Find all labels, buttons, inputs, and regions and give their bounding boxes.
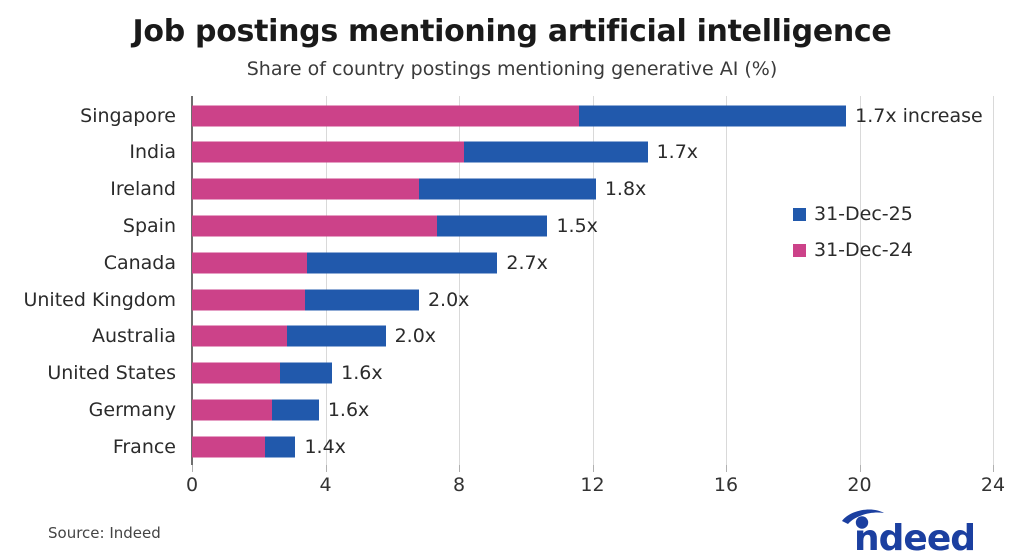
source-note: Source: Indeed: [48, 524, 161, 542]
indeed-logo: ndeed: [842, 509, 976, 554]
gridline: [726, 96, 727, 465]
bar-row[interactable]: Germany 1.6x: [0, 391, 1024, 428]
legend-item[interactable]: 31-Dec-24: [793, 239, 913, 261]
x-axis-tick-mark: [325, 465, 327, 472]
bar-row[interactable]: United States 1.6x: [0, 355, 1024, 392]
bar-segment-previous[interactable]: [192, 289, 306, 310]
x-axis-tick-label: 4: [319, 474, 332, 496]
bar-value-label: 1.7x: [656, 141, 699, 164]
x-axis-tick-label: 0: [185, 474, 199, 496]
legend-label: 31-Dec-24: [814, 239, 913, 261]
bar-value-label: 1.8x: [604, 178, 647, 201]
bar-value-label: 2.0x: [427, 288, 470, 311]
legend-swatch-icon: [793, 207, 806, 221]
bar-row[interactable]: France 1.4x: [0, 428, 1024, 465]
svg-text:ndeed: ndeed: [854, 518, 975, 554]
bar-segment-current[interactable]: [305, 289, 419, 310]
legend-label: 31-Dec-25: [814, 203, 913, 225]
bar-row[interactable]: Australia 2.0x: [0, 318, 1024, 355]
bar-value-label: 2.7x: [506, 251, 548, 274]
bar-segment-current[interactable]: [464, 141, 648, 163]
bar-value-label: 1.5x: [556, 214, 598, 237]
category-label: Ireland: [110, 178, 176, 201]
gridline: [592, 96, 594, 465]
bar-segment-previous[interactable]: [192, 362, 281, 384]
chart-legend: 31-Dec-25 31-Dec-24: [793, 203, 913, 275]
bar-segment-current[interactable]: [307, 252, 498, 274]
legend-item[interactable]: 31-Dec-25: [793, 203, 913, 225]
stacked-bar[interactable]: [192, 289, 419, 310]
stacked-bar[interactable]: [192, 215, 548, 237]
y-axis-line: [191, 96, 193, 465]
x-axis-tick-label: 20: [847, 474, 872, 496]
legend-swatch-icon: [793, 243, 806, 257]
chart-title: Job postings mentioning artificial intel…: [132, 14, 892, 49]
bar-segment-previous[interactable]: [192, 325, 288, 347]
x-axis-tick-label: 24: [980, 474, 1006, 496]
gridline: [459, 96, 460, 465]
bar-row[interactable]: Canada 2.7x: [0, 244, 1024, 281]
category-label: Singapore: [80, 104, 176, 127]
gridline: [993, 96, 994, 465]
bar-value-label: 1.7x increase: [855, 104, 983, 127]
x-axis-tick-mark: [459, 465, 460, 472]
bar-segment-previous[interactable]: [192, 436, 266, 458]
chart-subtitle: Share of country postings mentioning gen…: [246, 58, 778, 80]
bar-value-label: 2.0x: [394, 325, 437, 348]
x-axis-tick-label: 8: [452, 474, 466, 496]
stacked-bar[interactable]: [192, 399, 319, 421]
bar-segment-previous[interactable]: [192, 399, 273, 421]
x-axis-tick-mark: [859, 465, 861, 472]
x-axis-tick-label: 16: [713, 474, 739, 496]
x-axis-tick-mark: [726, 465, 727, 472]
stacked-bar[interactable]: [192, 252, 498, 274]
bar-row[interactable]: Spain 1.5x: [0, 207, 1024, 244]
stacked-bar[interactable]: [192, 178, 596, 200]
stacked-bar[interactable]: [192, 325, 386, 347]
bar-segment-previous[interactable]: [192, 215, 438, 237]
category-label: Canada: [103, 251, 176, 274]
bar-row[interactable]: Ireland 1.8x: [0, 171, 1024, 208]
x-axis-tick-mark: [192, 465, 193, 472]
bar-row[interactable]: Singapore 1.7x increase: [0, 97, 1024, 134]
bar-segment-current[interactable]: [265, 436, 296, 458]
stacked-bar[interactable]: [192, 141, 648, 163]
gridline: [859, 96, 861, 465]
gridline: [325, 96, 327, 465]
category-label: Australia: [91, 325, 176, 348]
bar-segment-previous[interactable]: [192, 178, 419, 200]
stacked-bar[interactable]: [192, 362, 333, 384]
bar-segment-current[interactable]: [437, 215, 548, 237]
category-label: Germany: [88, 398, 176, 421]
category-label: India: [129, 141, 176, 164]
bar-segment-current[interactable]: [579, 105, 847, 126]
stacked-bar[interactable]: [192, 105, 847, 126]
bar-value-label: 1.6x: [341, 362, 383, 385]
bar-segment-previous[interactable]: [192, 252, 308, 274]
bar-segment-previous[interactable]: [192, 141, 464, 163]
x-axis-tick-mark: [592, 465, 594, 472]
bar-value-label: 1.4x: [304, 435, 346, 458]
bar-segment-current[interactable]: [272, 399, 319, 421]
x-axis-tick-label: 12: [580, 474, 605, 496]
bar-segment-previous[interactable]: [192, 105, 580, 126]
stacked-bar[interactable]: [192, 436, 296, 458]
bar-row[interactable]: India 1.7x: [0, 134, 1024, 171]
bar-value-label: 1.6x: [327, 398, 370, 421]
category-label: United Kingdom: [23, 288, 176, 311]
x-axis-tick-mark: [993, 465, 994, 472]
category-label: United States: [47, 362, 176, 385]
bar-row[interactable]: United Kingdom 2.0x: [0, 281, 1024, 318]
category-label: France: [112, 435, 176, 458]
category-label: Spain: [122, 214, 176, 237]
bar-segment-current[interactable]: [418, 178, 596, 200]
bar-segment-current[interactable]: [280, 362, 333, 384]
bar-segment-current[interactable]: [287, 325, 386, 347]
